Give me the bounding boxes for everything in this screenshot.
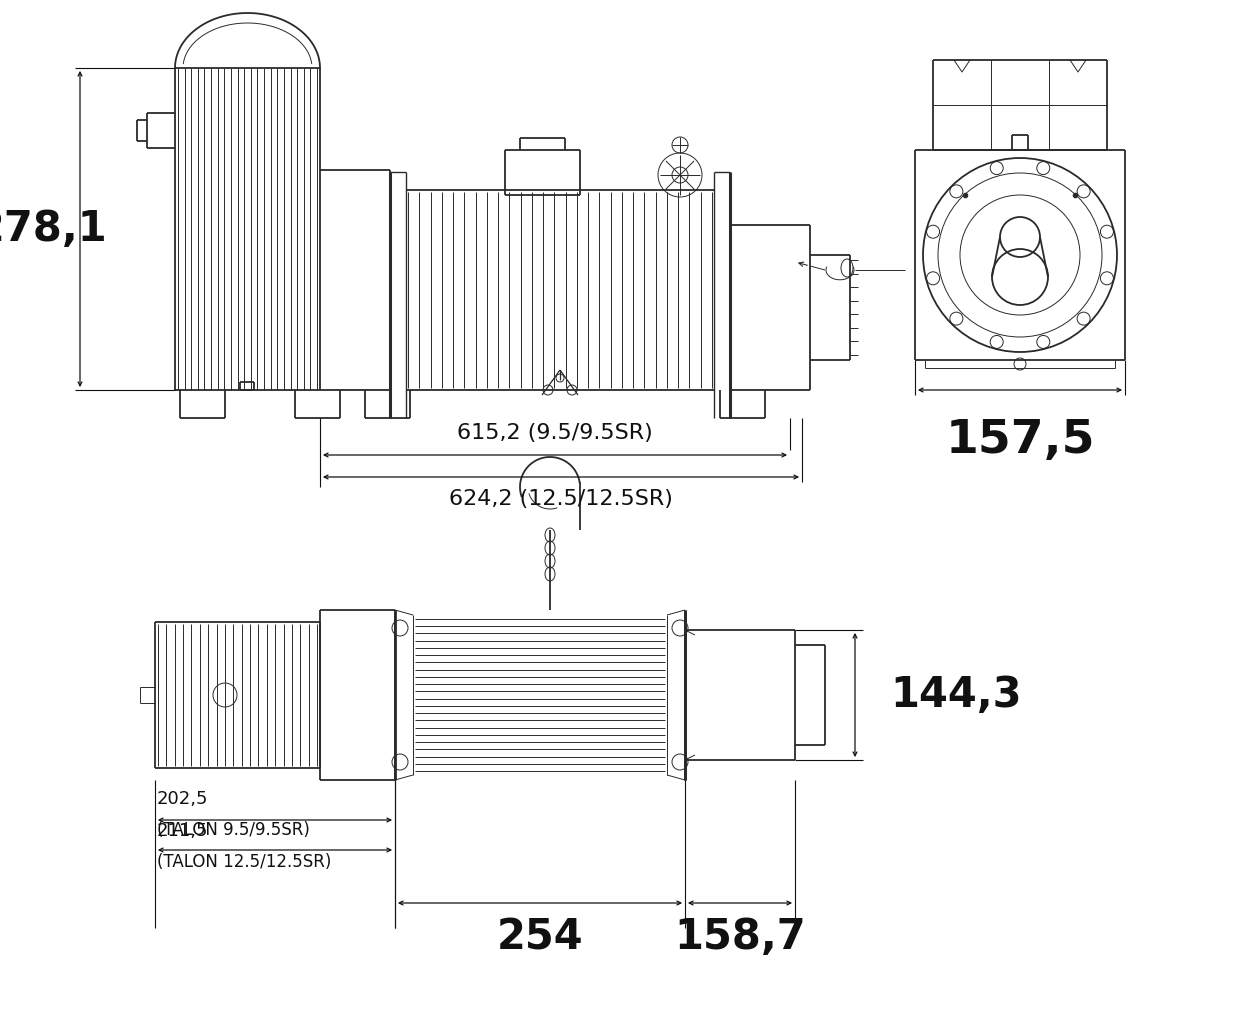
Text: 254: 254 xyxy=(496,916,584,958)
Text: 202,5: 202,5 xyxy=(157,790,208,808)
Text: 211,5: 211,5 xyxy=(157,822,208,840)
Text: (TALON 9.5/9.5SR): (TALON 9.5/9.5SR) xyxy=(157,821,309,839)
Text: (TALON 12.5/12.5SR): (TALON 12.5/12.5SR) xyxy=(157,853,332,871)
Text: 278,1: 278,1 xyxy=(0,208,108,250)
Text: 624,2 (12.5/12.5SR): 624,2 (12.5/12.5SR) xyxy=(449,489,673,509)
Text: 157,5: 157,5 xyxy=(945,418,1095,463)
Text: 144,3: 144,3 xyxy=(890,674,1021,716)
Text: 158,7: 158,7 xyxy=(675,916,806,958)
Text: 615,2 (9.5/9.5SR): 615,2 (9.5/9.5SR) xyxy=(458,423,653,443)
